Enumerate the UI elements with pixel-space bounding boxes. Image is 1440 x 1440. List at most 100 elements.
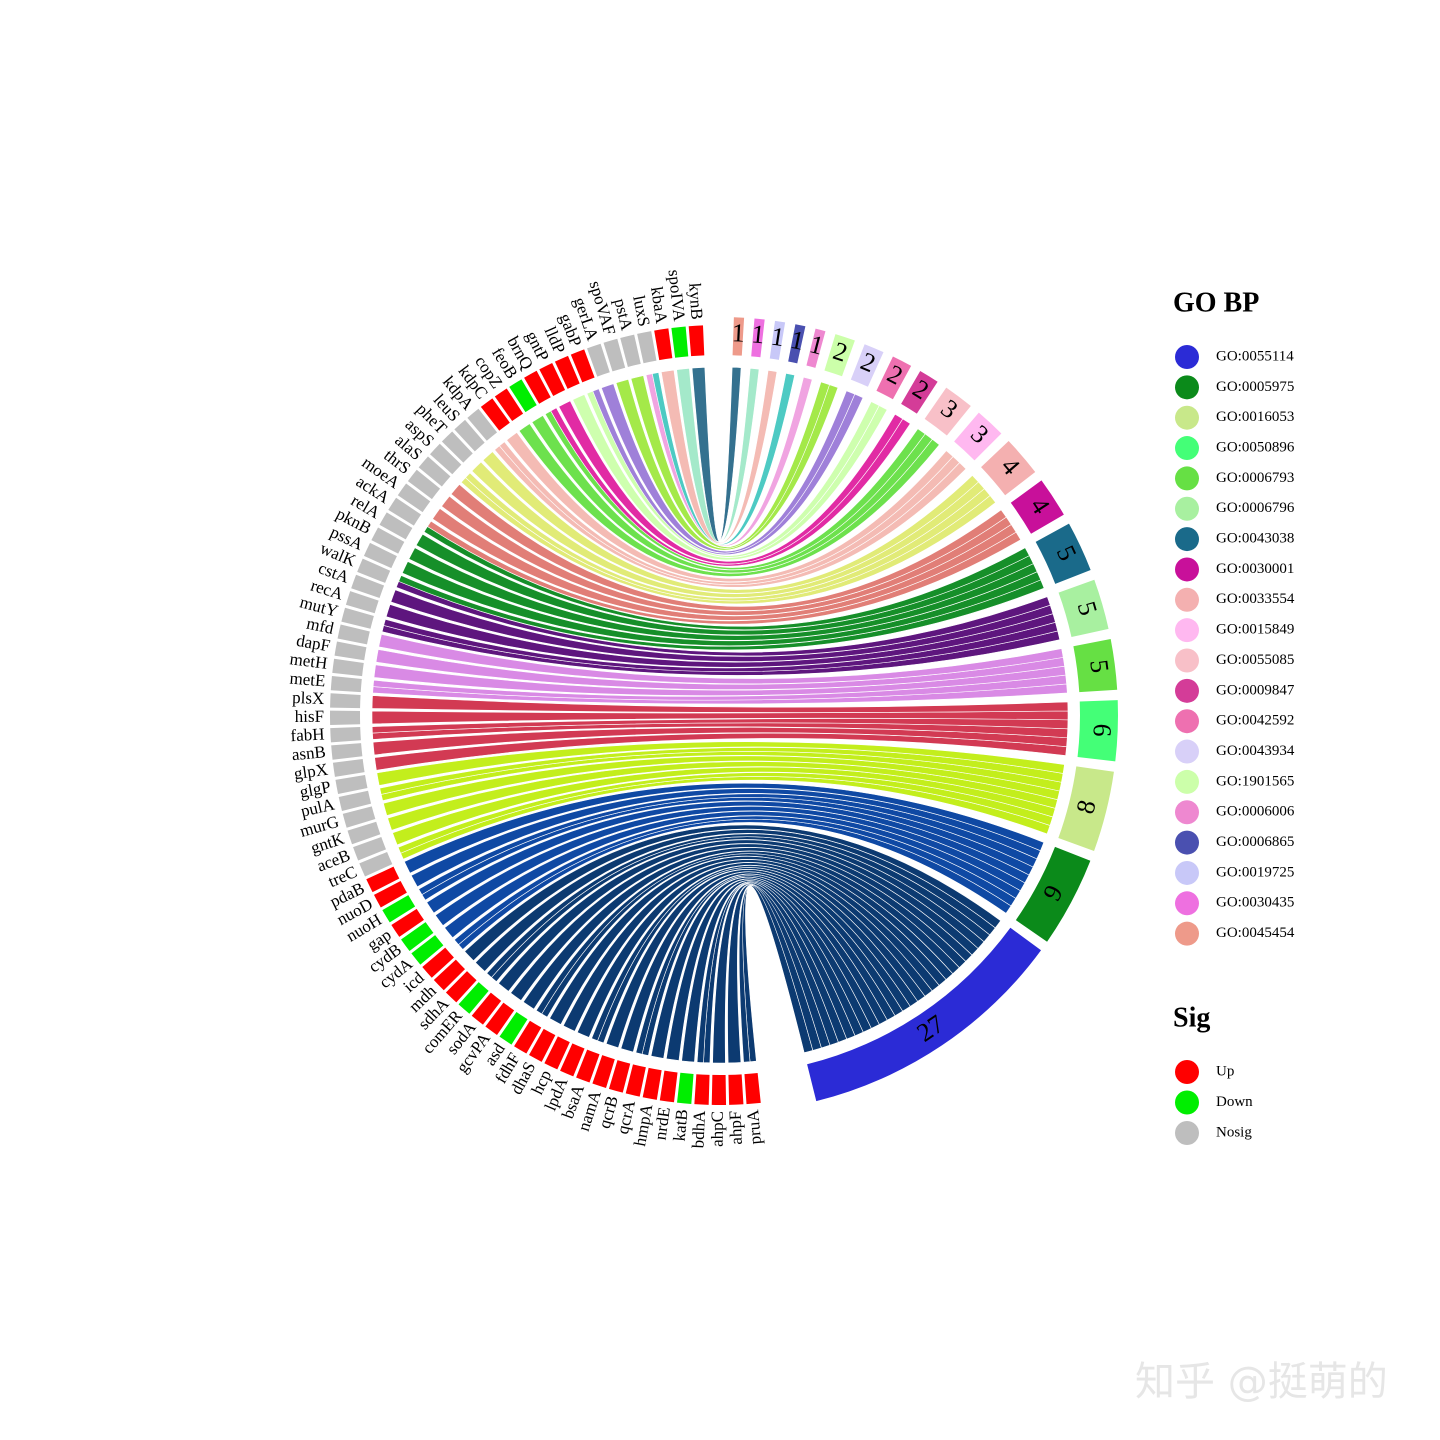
gene-sector: [499, 1011, 528, 1045]
link: [630, 375, 830, 549]
term-sector: [788, 324, 806, 364]
term-sector: [1010, 480, 1064, 534]
gene-sector: [539, 362, 566, 396]
gene-sector: [454, 419, 485, 452]
gene-sector: [347, 821, 381, 845]
gene-label: bdhA: [688, 1109, 709, 1148]
legend-label: Up: [1216, 1063, 1234, 1079]
gene-label: ahpF: [725, 1110, 745, 1145]
gene-label: fabH: [290, 724, 325, 745]
link: [475, 829, 996, 972]
legend-label: GO:0042592: [1216, 713, 1294, 729]
term-count: 6: [1087, 723, 1116, 737]
legend-label: GO:1901565: [1216, 773, 1294, 789]
link: [544, 410, 926, 570]
term-sector: [824, 334, 855, 377]
gene-sector: [335, 774, 368, 795]
gene-sector: [514, 1020, 542, 1054]
term-sector: [901, 371, 938, 414]
link: [645, 373, 813, 547]
legend-swatch: [1175, 891, 1199, 916]
gene-label: plsX: [292, 688, 325, 708]
gene-sector: [382, 895, 416, 923]
gene-sector: [728, 1074, 744, 1105]
gene-sector: [366, 866, 400, 893]
legend-swatch: [1175, 496, 1199, 521]
gene-sector: [379, 512, 413, 540]
legend-label: GO:0030001: [1216, 561, 1294, 577]
legend-label: GO:0043934: [1216, 743, 1295, 759]
gene-label: pruA: [743, 1108, 765, 1145]
term-sector: [807, 927, 1042, 1102]
link: [676, 367, 760, 543]
legend: GO BP Sig GO:0055114 GO:0005975 GO:0016053…: [1173, 287, 1295, 1145]
link: [371, 710, 1069, 725]
gene-sector: [401, 922, 434, 952]
link: [600, 383, 856, 554]
term-sector: [751, 318, 765, 358]
gene-label: metH: [289, 649, 329, 673]
legend-swatch: [1175, 921, 1199, 946]
link: [444, 810, 1021, 939]
gene-sector: [603, 338, 626, 372]
legend-label: GO:0006796: [1216, 500, 1295, 516]
legend-swatch: [1175, 678, 1199, 703]
gene-sector: [422, 947, 454, 978]
gene-sector: [524, 370, 551, 404]
gene-sector: [642, 1067, 662, 1100]
gene-sector: [329, 710, 361, 726]
gene-sector: [671, 326, 689, 358]
link: [434, 806, 1026, 927]
gene-sector: [391, 908, 424, 937]
gene-sector: [330, 693, 361, 709]
link: [450, 483, 1007, 611]
term-sector: [1073, 639, 1118, 693]
gene-sector: [337, 624, 370, 645]
gene-sector: [570, 349, 595, 383]
legend-label: GO:0006793: [1216, 470, 1294, 486]
term-count: 5: [1084, 658, 1114, 675]
gene-sector: [620, 334, 641, 367]
gene-label: glpX: [293, 760, 329, 784]
legend-label: GO:0045454: [1216, 925, 1295, 941]
term-count: 1: [731, 318, 745, 348]
link: [373, 664, 1067, 696]
link: [390, 589, 1054, 662]
legend-label: GO:0006006: [1216, 804, 1295, 820]
gene-label: ahpC: [708, 1111, 727, 1147]
link: [395, 581, 1051, 657]
legend-label: GO:0030435: [1216, 895, 1294, 911]
term-count: 1: [788, 325, 807, 356]
legend-swatch: [1175, 1060, 1199, 1084]
legend-swatch: [1175, 830, 1199, 855]
gene-sector: [397, 483, 431, 513]
gene-sector: [625, 1064, 646, 1097]
gene-label: hisF: [295, 707, 324, 726]
link: [392, 766, 1056, 846]
legend-swatch: [1175, 739, 1199, 764]
link: [426, 801, 1030, 914]
gene-sector: [529, 1028, 556, 1062]
term-sector: [876, 356, 912, 400]
term-sector: [924, 387, 971, 436]
gene-sector: [467, 408, 498, 441]
term-sector: [1015, 846, 1091, 942]
legend-swatch: [1175, 618, 1199, 643]
gene-sector: [494, 388, 524, 422]
gene-sector: [445, 971, 477, 1003]
legend-swatch: [1175, 587, 1199, 612]
link: [385, 604, 1056, 668]
gene-sector: [509, 379, 537, 413]
link: [486, 833, 991, 978]
gene-sector: [332, 658, 364, 677]
gene-sector: [330, 727, 361, 743]
legend-swatch: [1175, 557, 1199, 582]
legend-label: GO:0033554: [1216, 591, 1295, 607]
gene-sector: [345, 591, 379, 614]
gene-label: nrdE: [651, 1106, 674, 1141]
link: [379, 747, 1064, 795]
legend-label: GO:0009847: [1216, 682, 1295, 698]
gene-sector: [407, 469, 441, 500]
rings: 279865554433222211111pruAahpFahpCbdhAkat…: [289, 269, 1118, 1149]
